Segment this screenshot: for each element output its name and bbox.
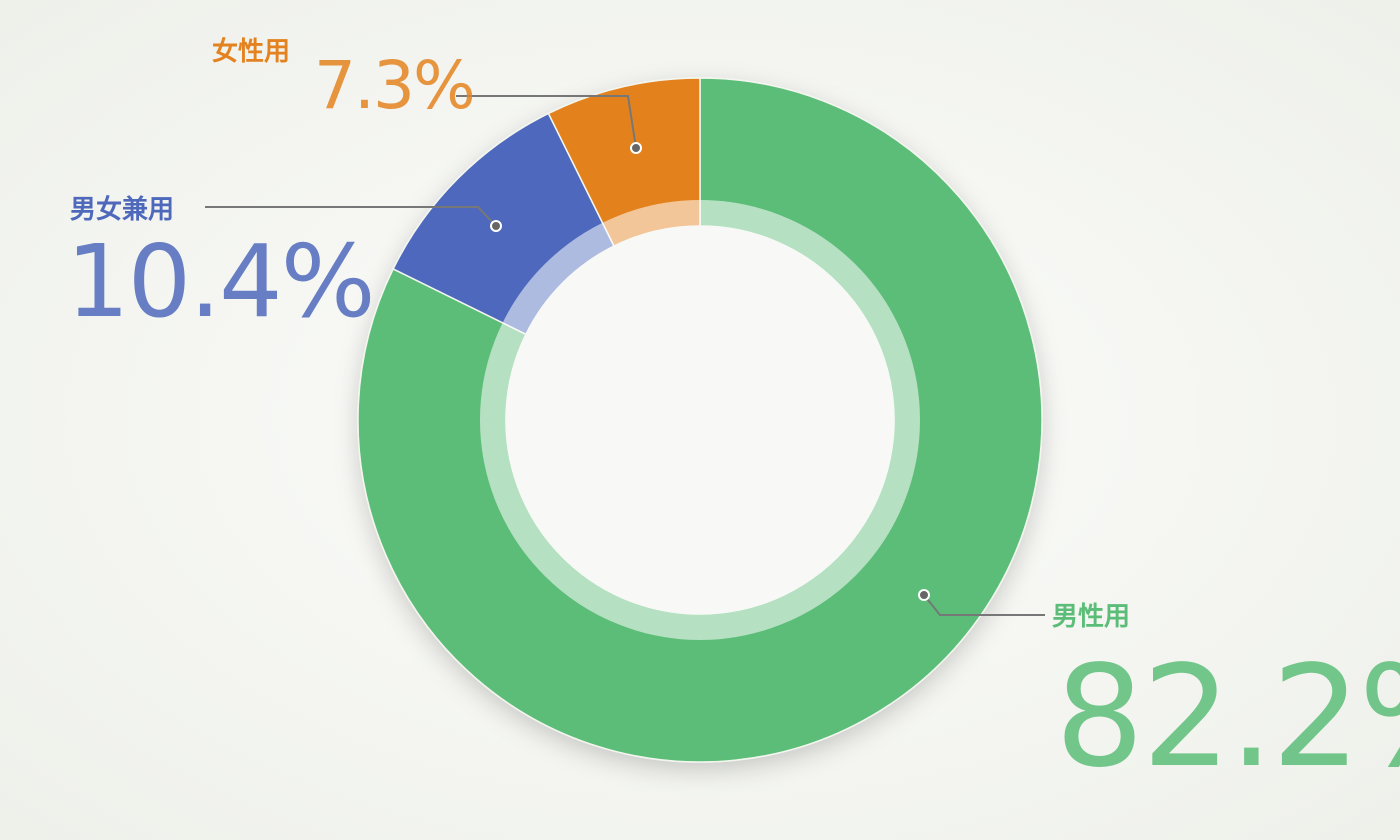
leader-dots bbox=[490, 142, 930, 601]
leader-line bbox=[456, 95, 637, 149]
value-label: 7.3% bbox=[314, 47, 474, 124]
leader-dot bbox=[918, 589, 930, 601]
category-label: 男性用 bbox=[1052, 602, 1130, 632]
leader-dot bbox=[630, 142, 642, 154]
leader-line bbox=[205, 206, 497, 227]
donut-hole bbox=[506, 226, 894, 614]
leader-line bbox=[923, 594, 1045, 616]
value-label: 82.2% bbox=[1055, 636, 1400, 799]
category-label: 女性用 bbox=[212, 36, 290, 67]
inner-band bbox=[480, 200, 920, 640]
leader-lines bbox=[205, 95, 1045, 616]
category-label: 男女兼用 bbox=[70, 194, 174, 225]
value-label: 10.4% bbox=[66, 223, 374, 340]
leader-dot bbox=[490, 220, 502, 232]
